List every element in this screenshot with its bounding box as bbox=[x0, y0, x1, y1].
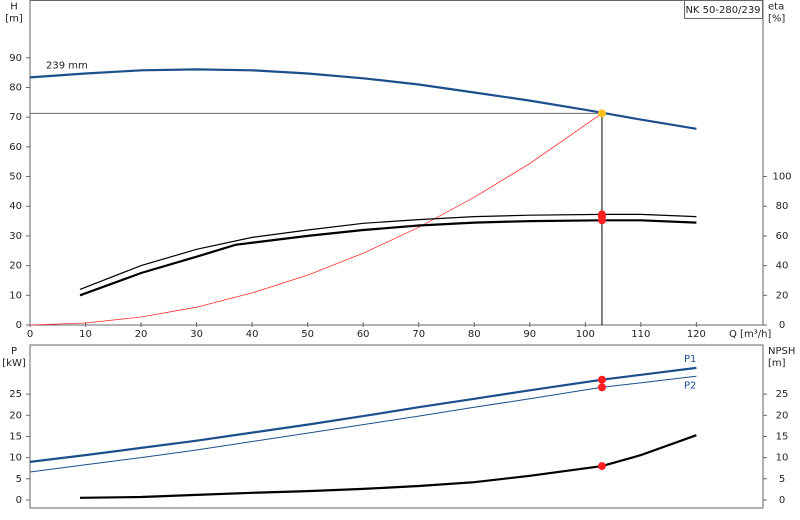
y2-tick-label: 25 bbox=[776, 389, 789, 400]
y2-tick-label: 10 bbox=[776, 453, 789, 464]
curve bbox=[79, 219, 697, 297]
y2-axis-unit: [%] bbox=[768, 14, 785, 25]
y-tick-label: 5 bbox=[16, 474, 22, 485]
x-tick-label: 80 bbox=[468, 329, 481, 340]
y-axis-unit: [kW] bbox=[2, 358, 26, 369]
x-tick-label: 0 bbox=[27, 329, 33, 340]
operating-point bbox=[597, 109, 606, 118]
y-tick-label: 40 bbox=[9, 201, 22, 212]
y2-tick-label: 5 bbox=[779, 474, 785, 485]
y2-axis-label: NPSH bbox=[768, 346, 795, 357]
y-tick-label: 10 bbox=[9, 290, 22, 301]
series-label: P1 bbox=[684, 354, 696, 365]
y-tick-label: 0 bbox=[16, 495, 22, 506]
x-tick-label: 10 bbox=[79, 329, 92, 340]
x-tick-label: 110 bbox=[631, 329, 650, 340]
y-tick-label: 70 bbox=[9, 112, 22, 123]
y-tick-label: 0 bbox=[16, 320, 22, 331]
x-tick-label: 100 bbox=[576, 329, 595, 340]
y-tick-label: 20 bbox=[9, 261, 22, 272]
operating-point bbox=[597, 216, 606, 225]
x-axis-label: Q [m³/h] bbox=[729, 329, 771, 340]
x-tick-label: 70 bbox=[412, 329, 425, 340]
y-tick-label: 60 bbox=[9, 142, 22, 153]
y2-axis-unit: [m] bbox=[768, 358, 786, 369]
y-axis-unit: [m] bbox=[5, 14, 23, 25]
y-tick-label: 30 bbox=[9, 231, 22, 242]
operating-point bbox=[597, 383, 606, 392]
curve bbox=[29, 112, 603, 326]
y-tick-label: 15 bbox=[9, 431, 22, 442]
y2-axis-label: eta bbox=[768, 2, 784, 13]
y2-tick-label: 60 bbox=[776, 231, 789, 242]
y-tick-label: 80 bbox=[9, 82, 22, 93]
title-box bbox=[684, 0, 763, 19]
x-tick-label: 90 bbox=[523, 329, 536, 340]
y2-tick-label: 20 bbox=[776, 290, 789, 301]
x-tick-label: 60 bbox=[357, 329, 370, 340]
y-tick-label: 10 bbox=[9, 453, 22, 464]
series-label: 239 mm bbox=[46, 60, 88, 71]
operating-point bbox=[597, 375, 606, 384]
x-tick-label: 40 bbox=[246, 329, 259, 340]
x-tick-label: 50 bbox=[301, 329, 314, 340]
y-tick-label: 50 bbox=[9, 172, 22, 183]
operating-point bbox=[597, 462, 606, 471]
chart-title: NK 50-280/239 bbox=[685, 5, 760, 16]
series-label: P2 bbox=[684, 380, 696, 391]
y2-tick-label: 0 bbox=[779, 320, 785, 331]
y2-tick-label: 20 bbox=[776, 410, 789, 421]
curve bbox=[79, 434, 697, 499]
y-tick-label: 25 bbox=[9, 389, 22, 400]
y-tick-label: 90 bbox=[9, 53, 22, 64]
top-plot-frame bbox=[29, 0, 764, 326]
curve bbox=[79, 213, 697, 290]
curve bbox=[29, 366, 697, 463]
y2-tick-label: 15 bbox=[776, 431, 789, 442]
bottom-plot-frame bbox=[29, 344, 764, 509]
y2-tick-label: 100 bbox=[772, 172, 791, 183]
x-tick-label: 20 bbox=[135, 329, 148, 340]
y-axis-label: P bbox=[11, 346, 17, 357]
y-tick-label: 20 bbox=[9, 410, 22, 421]
curve bbox=[29, 375, 697, 473]
y-axis-label: H bbox=[10, 2, 18, 13]
y2-tick-label: 40 bbox=[776, 261, 789, 272]
y2-tick-label: 0 bbox=[779, 495, 785, 506]
x-tick-label: 30 bbox=[190, 329, 203, 340]
y2-tick-label: 80 bbox=[776, 201, 789, 212]
x-tick-label: 120 bbox=[687, 329, 706, 340]
